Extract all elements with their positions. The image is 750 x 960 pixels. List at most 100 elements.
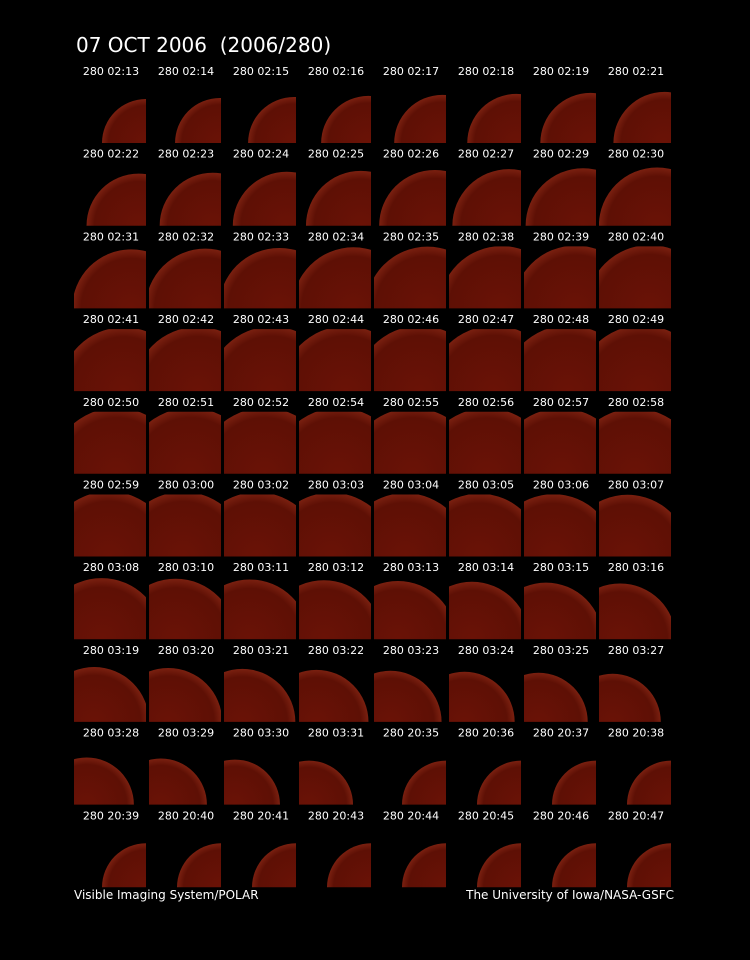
earth-image xyxy=(524,582,596,640)
frame-label: 280 03:25 xyxy=(533,644,589,657)
frame-label: 280 02:59 xyxy=(83,479,139,492)
earth-image xyxy=(149,329,221,392)
frame-label: 280 02:48 xyxy=(533,313,589,326)
earth-image xyxy=(599,246,671,309)
earth-image xyxy=(321,95,371,143)
frame-label: 280 03:23 xyxy=(383,644,439,657)
frame-label: 280 02:32 xyxy=(158,230,214,243)
frame-label: 280 03:29 xyxy=(158,727,214,740)
earth-image xyxy=(374,329,446,392)
frame-label: 280 20:35 xyxy=(383,727,439,740)
earth-image xyxy=(449,246,521,309)
frame-label: 280 20:41 xyxy=(233,809,289,822)
earth-image xyxy=(374,246,446,309)
frame-label: 280 02:43 xyxy=(233,313,289,326)
frame-label: 280 02:40 xyxy=(608,230,664,243)
earth-image xyxy=(102,99,146,143)
frame-label: 280 03:06 xyxy=(533,479,589,492)
earth-image xyxy=(149,578,221,640)
frame-label: 280 03:20 xyxy=(158,644,214,657)
frame-label: 280 03:13 xyxy=(383,561,439,574)
frame-label: 280 02:18 xyxy=(458,65,514,78)
earth-image xyxy=(449,671,515,722)
earth-image xyxy=(477,760,521,805)
frame-label: 280 02:14 xyxy=(158,65,214,78)
frame-label: 280 03:16 xyxy=(608,561,664,574)
earth-image xyxy=(159,172,221,226)
frame-label: 280 02:54 xyxy=(308,396,364,409)
frame-label: 280 20:40 xyxy=(158,809,214,822)
frame-label: 280 03:19 xyxy=(83,644,139,657)
frame-label: 280 02:44 xyxy=(308,313,364,326)
earth-image xyxy=(552,843,596,888)
footer-left: Visible Imaging System/POLAR xyxy=(74,888,259,902)
earth-image xyxy=(149,248,221,309)
earth-image xyxy=(449,411,521,474)
frame-label: 280 20:47 xyxy=(608,809,664,822)
earth-image xyxy=(224,579,296,640)
earth-image xyxy=(74,411,146,474)
frame-label: 280 20:36 xyxy=(458,727,514,740)
frame-label: 280 03:03 xyxy=(308,479,364,492)
earth-image xyxy=(552,760,596,805)
earth-image xyxy=(248,96,296,143)
frame-label: 280 03:28 xyxy=(83,727,139,740)
earth-image xyxy=(149,494,221,557)
earth-image xyxy=(467,93,521,143)
earth-image xyxy=(299,580,371,640)
frame-label: 280 02:55 xyxy=(383,396,439,409)
earth-image xyxy=(74,578,146,640)
earth-image xyxy=(599,329,671,392)
frame-label: 280 02:52 xyxy=(233,396,289,409)
earth-image xyxy=(402,843,446,888)
frame-label: 280 02:27 xyxy=(458,148,514,161)
frame-label: 280 02:42 xyxy=(158,313,214,326)
frame-label: 280 02:26 xyxy=(383,148,439,161)
frame-label: 280 02:49 xyxy=(608,313,664,326)
earth-image xyxy=(449,329,521,392)
frame-label: 280 20:39 xyxy=(83,809,139,822)
earth-image xyxy=(305,170,371,226)
frame-label: 280 03:22 xyxy=(308,644,364,657)
frame-label: 280 02:33 xyxy=(233,230,289,243)
earth-image xyxy=(449,581,521,640)
earth-image xyxy=(525,168,596,226)
frame-label: 280 20:45 xyxy=(458,809,514,822)
earth-image xyxy=(224,411,296,474)
earth-image xyxy=(402,760,446,805)
earth-image xyxy=(299,247,371,309)
earth-image xyxy=(299,329,371,392)
earth-image xyxy=(224,247,296,309)
earth-image xyxy=(477,843,521,888)
frame-label: 280 02:56 xyxy=(458,396,514,409)
earth-image xyxy=(374,494,446,557)
frame-label: 280 03:11 xyxy=(233,561,289,574)
earth-image xyxy=(224,494,296,557)
earth-image xyxy=(374,580,446,640)
earth-image xyxy=(524,494,596,557)
frame-label: 280 02:51 xyxy=(158,396,214,409)
frame-label: 280 02:21 xyxy=(608,65,664,78)
earth-image xyxy=(599,411,671,474)
frame-label: 280 03:00 xyxy=(158,479,214,492)
frame-label: 280 02:34 xyxy=(308,230,364,243)
frame-label: 280 02:57 xyxy=(533,396,589,409)
frame-label: 280 02:16 xyxy=(308,65,364,78)
earth-image xyxy=(224,759,280,805)
frame-label: 280 02:41 xyxy=(83,313,139,326)
earth-image xyxy=(524,672,588,722)
earth-image xyxy=(299,669,369,722)
earth-image xyxy=(149,667,221,722)
earth-image xyxy=(224,329,296,392)
frame-label: 280 02:38 xyxy=(458,230,514,243)
frame-label: 280 03:30 xyxy=(233,727,289,740)
earth-image xyxy=(524,411,596,474)
frame-label: 280 02:25 xyxy=(308,148,364,161)
earth-image xyxy=(224,668,296,722)
earth-image xyxy=(374,411,446,474)
frame-label: 280 03:02 xyxy=(233,479,289,492)
frame-label: 280 02:24 xyxy=(233,148,289,161)
earth-image xyxy=(102,843,146,888)
